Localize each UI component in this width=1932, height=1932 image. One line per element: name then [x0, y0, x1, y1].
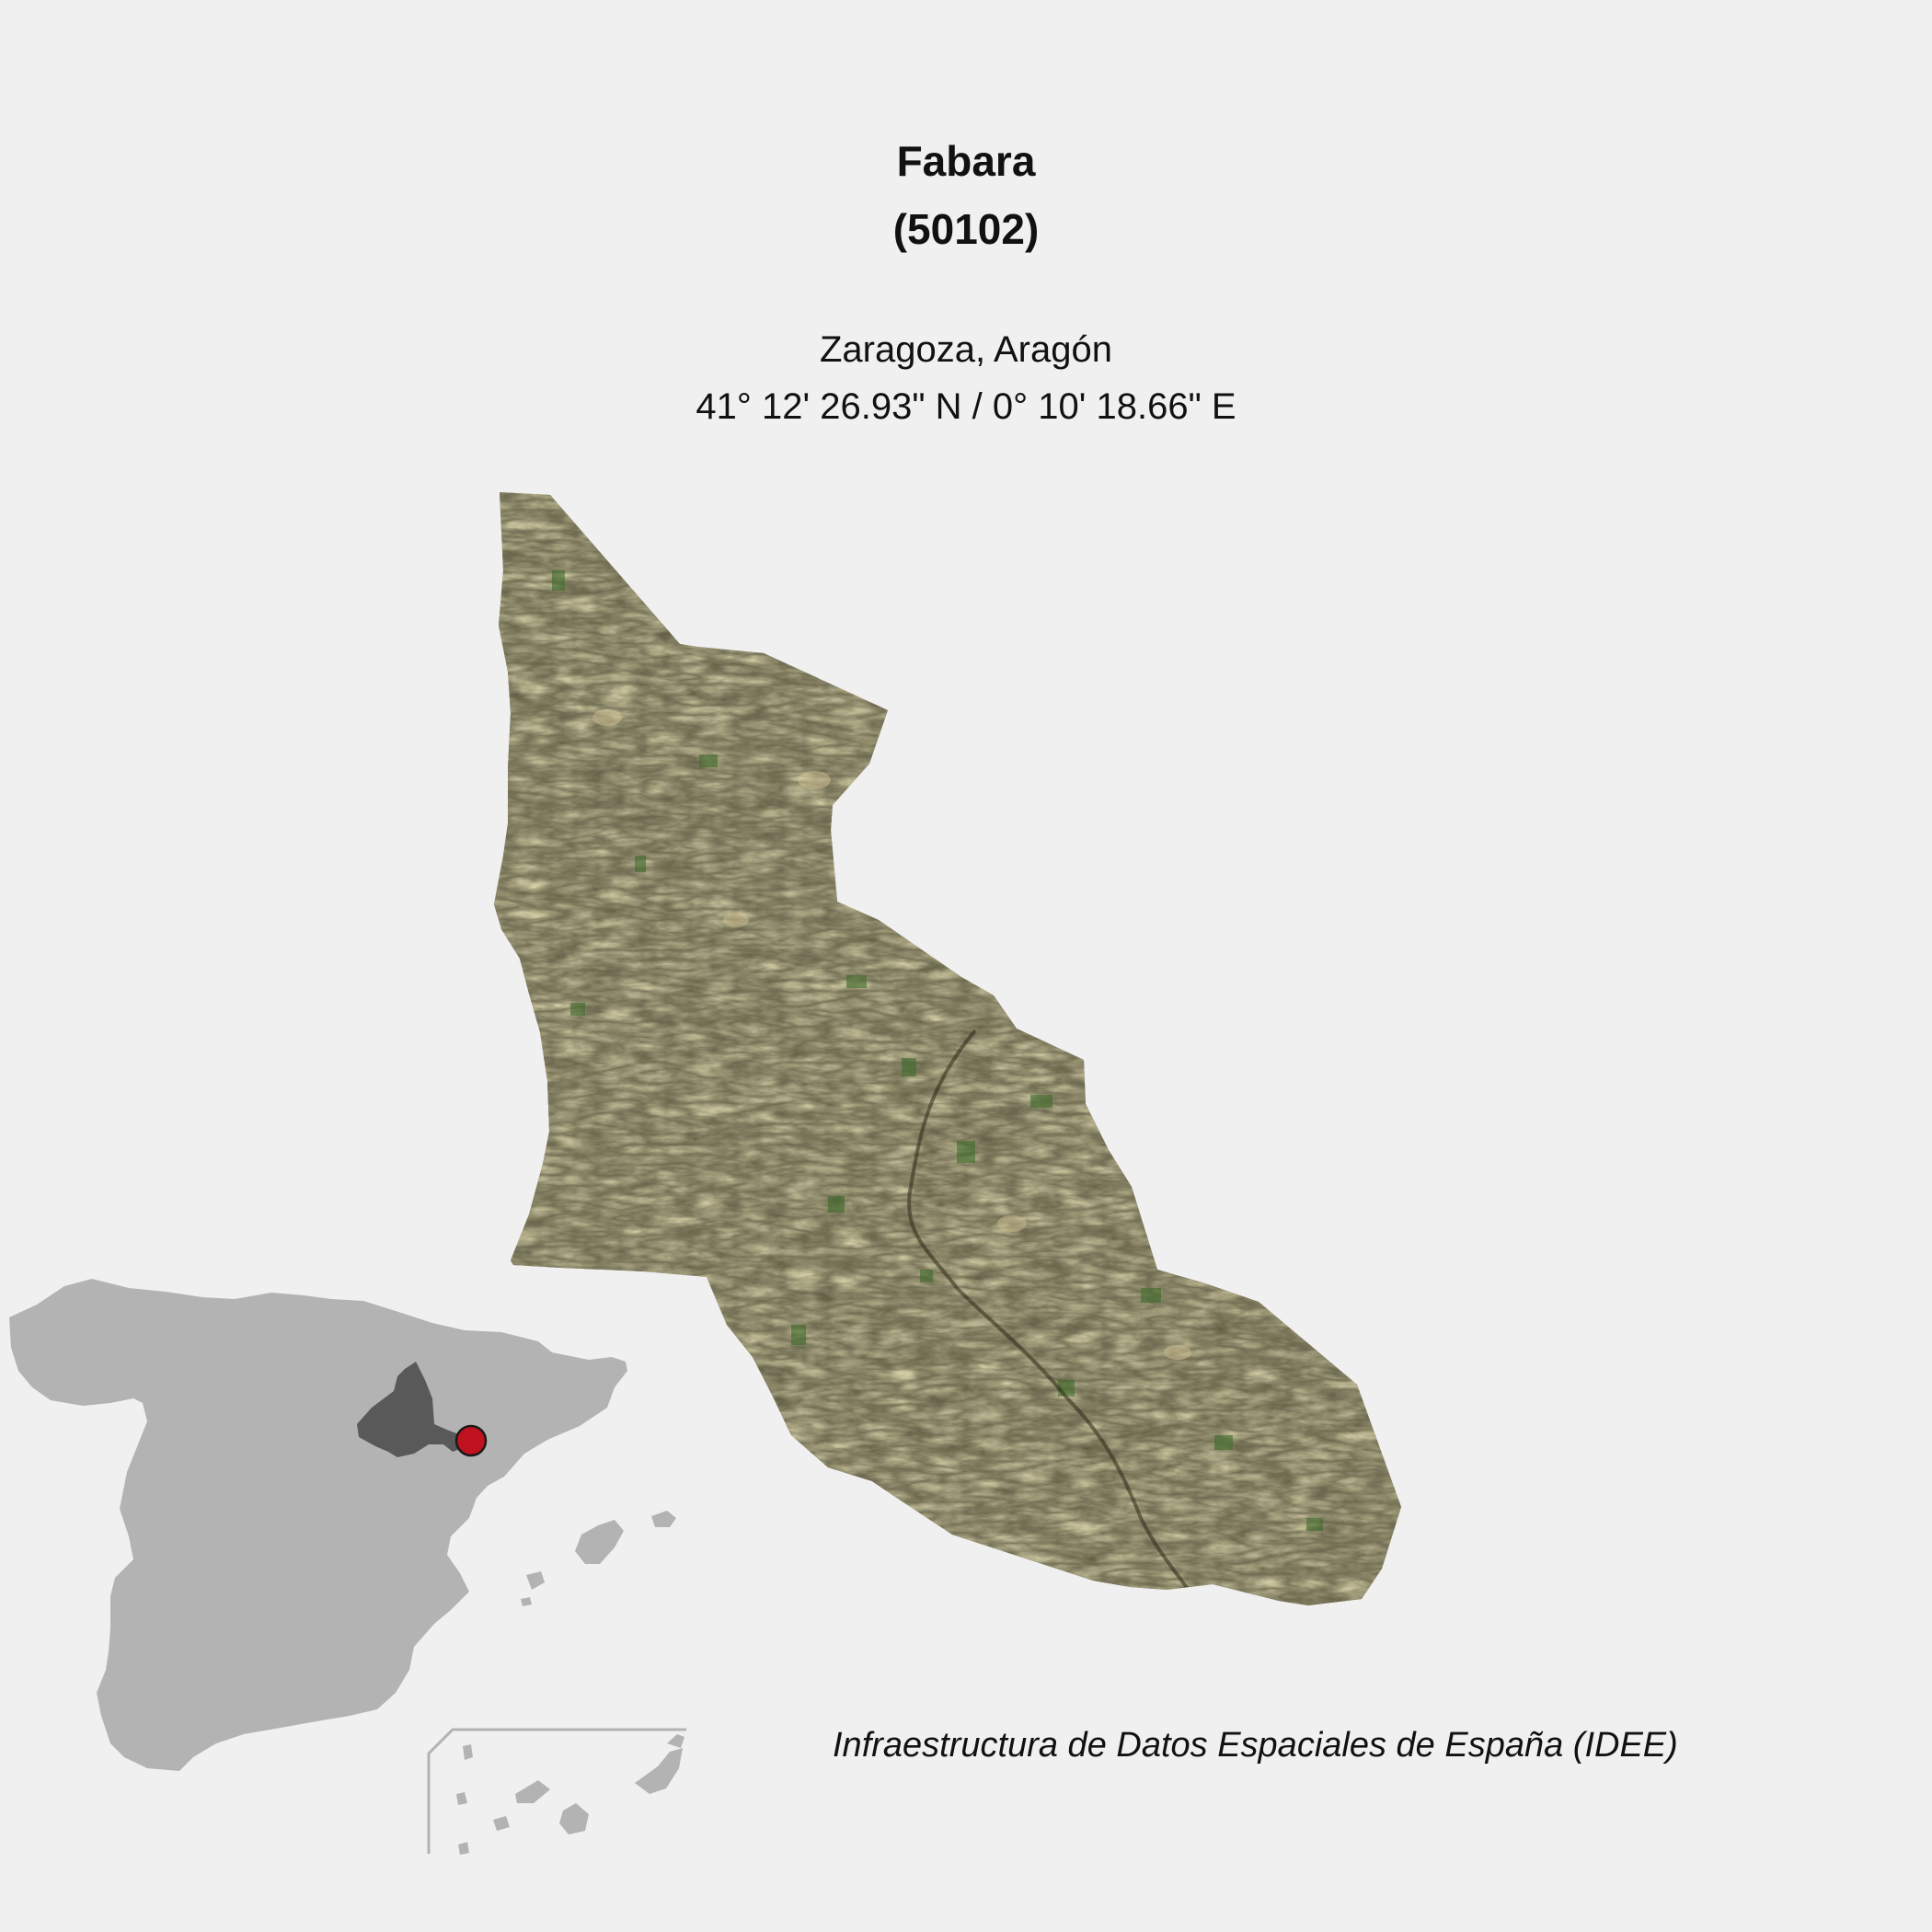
map-title: Fabara — [896, 137, 1036, 185]
location-marker — [454, 1424, 488, 1457]
balearic-islands-shape — [521, 1511, 676, 1606]
canary-islands-shape — [456, 1734, 684, 1855]
canary-inset-frame — [427, 1728, 686, 1854]
spain-locator-inset — [9, 1279, 686, 1855]
region-label: Zaragoza, Aragón — [820, 329, 1112, 370]
coordinates-label: 41° 12' 26.93" N / 0° 10' 18.66" E — [696, 386, 1236, 427]
municipality-code: (50102) — [892, 205, 1040, 253]
data-source-credit: Infraestructura de Datos Espaciales de E… — [833, 1726, 1678, 1765]
zaragoza-province-shape — [357, 1362, 467, 1457]
spain-mainland-shape — [9, 1279, 627, 1771]
municipality-satellite-area — [494, 492, 1401, 1605]
